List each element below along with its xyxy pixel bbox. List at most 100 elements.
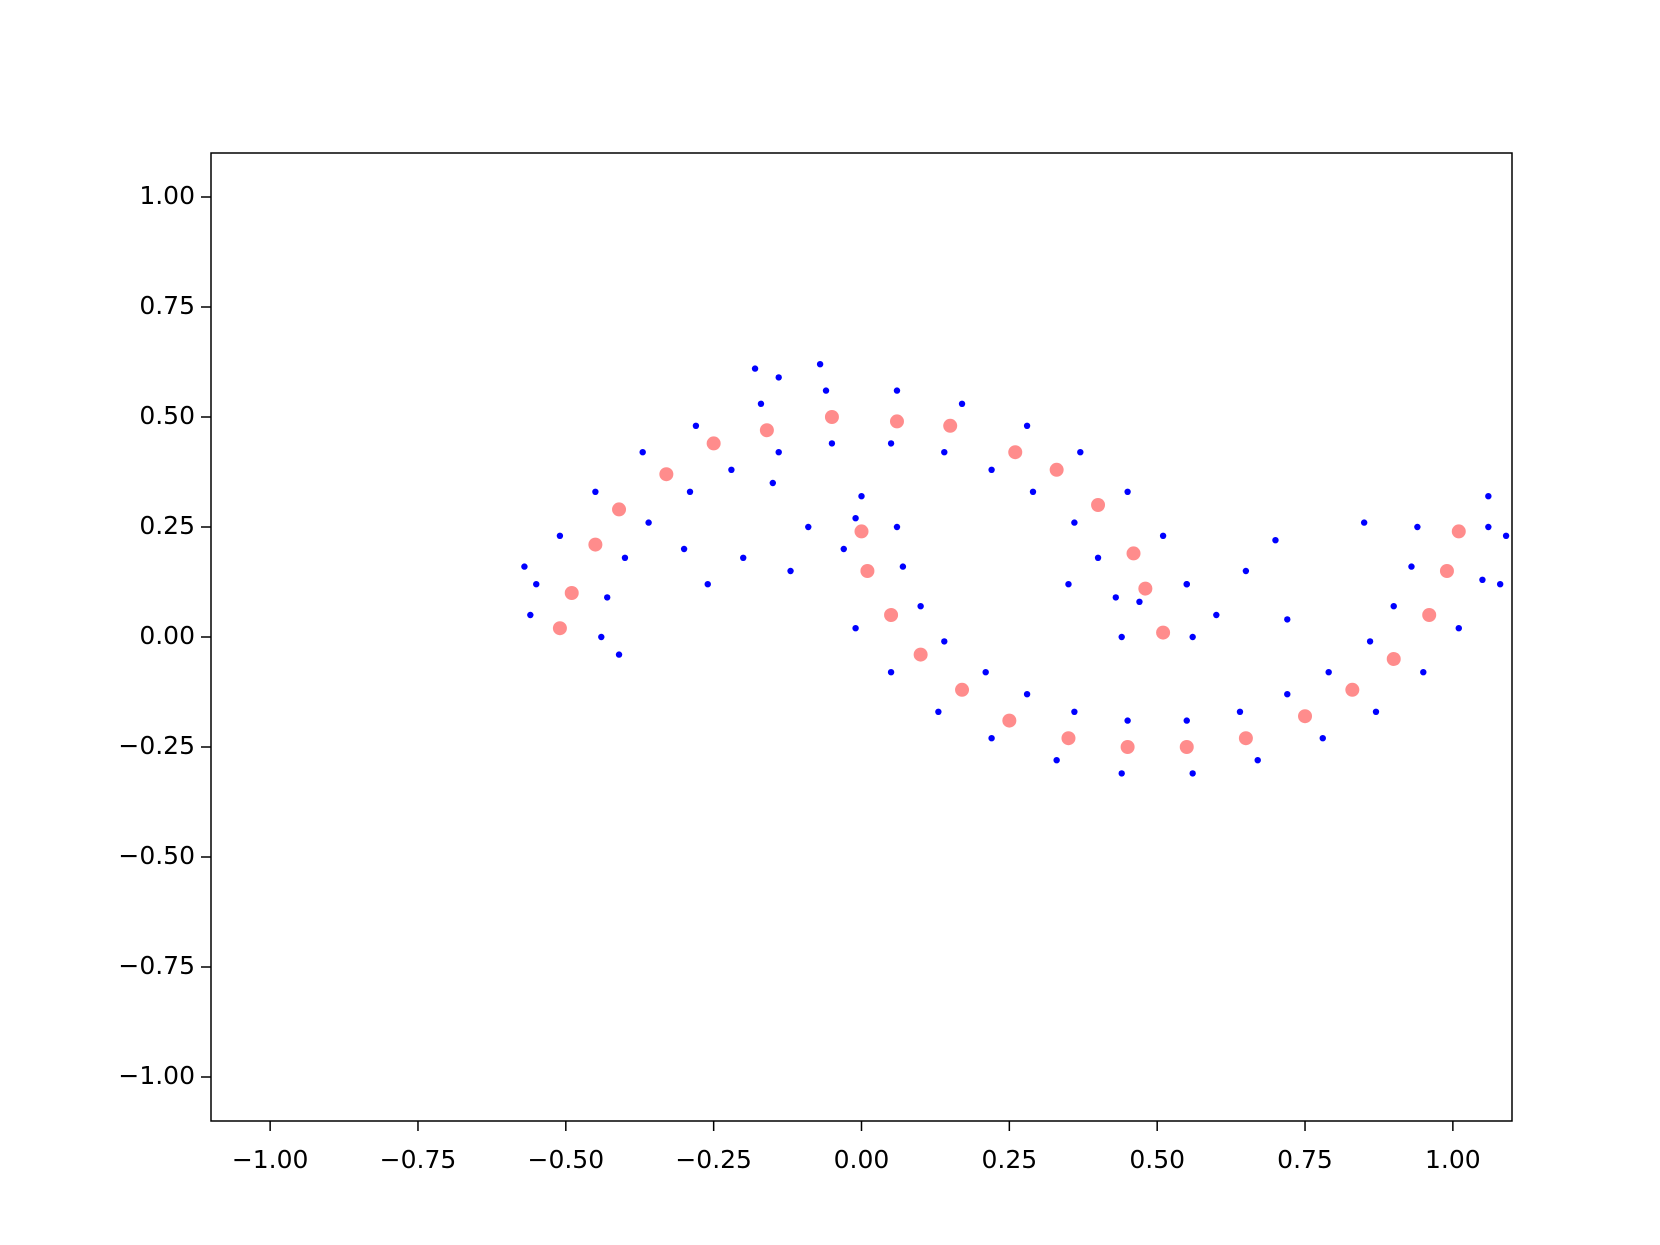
point [917,603,924,610]
point [988,466,995,473]
point [659,467,674,482]
x-tick-label: −1.00 [232,1145,309,1174]
y-tick-label: 0.25 [139,511,195,540]
point [887,669,895,676]
x-tick-label: −0.25 [675,1145,752,1174]
point [816,361,824,368]
point [1126,546,1141,561]
point [1284,616,1291,623]
point [1091,498,1106,512]
point [884,608,899,622]
point [787,567,794,575]
point [704,581,711,588]
point [1455,625,1462,632]
point [935,708,942,715]
point [1485,493,1492,500]
point [556,532,564,539]
point [604,594,611,601]
point [686,488,694,495]
point [1390,603,1397,610]
point [527,611,534,619]
point [941,449,948,456]
point [1238,731,1253,746]
point [592,488,599,495]
point [1213,611,1220,619]
point [852,625,859,632]
point [1414,523,1421,531]
point [1179,740,1194,754]
plot-frame [210,152,1513,1122]
point [612,502,627,517]
point [889,414,904,429]
point [1183,581,1190,588]
point [824,410,839,424]
point [1049,462,1064,477]
point [982,669,989,676]
point [1408,563,1415,570]
point [1366,638,1374,645]
point [828,440,836,447]
point [751,365,759,372]
point [1479,576,1486,583]
point [1325,669,1332,676]
point [588,537,603,552]
point [564,586,579,600]
point [913,647,928,662]
point [958,400,966,407]
x-tick-label: 0.25 [982,1145,1038,1174]
x-tick-label: 0.00 [834,1145,890,1174]
point [1124,717,1131,724]
point [1345,682,1360,697]
point [769,479,776,487]
point [1118,633,1125,641]
point [1023,422,1031,429]
point [1189,633,1196,641]
point [1118,770,1125,777]
point [552,621,567,636]
point [941,638,948,645]
point [621,554,629,561]
point [615,651,623,658]
x-tick-label: −0.50 [528,1145,605,1174]
point [1272,537,1279,544]
point [1360,519,1368,526]
point [639,449,646,456]
point [757,400,765,407]
point [1053,757,1060,764]
point [1420,669,1427,676]
point [1386,652,1401,666]
point [893,387,901,394]
point [1023,691,1031,698]
point [692,422,700,429]
point [854,524,869,539]
point [1112,594,1119,601]
point [1120,740,1135,754]
point [1284,691,1291,698]
point [1496,581,1504,588]
point [1298,709,1313,724]
point [1071,708,1078,715]
point [521,563,528,570]
x-tick-label: −0.75 [380,1145,457,1174]
point [858,493,865,500]
point [1008,445,1023,460]
point [598,633,605,641]
point [887,440,895,447]
point [955,682,970,697]
point [775,374,782,381]
point [1029,488,1037,495]
point [1189,770,1196,777]
point [775,449,782,456]
point [706,436,721,451]
point [1138,581,1153,596]
point [840,545,847,553]
point [805,523,812,531]
point [1502,532,1510,539]
y-tick-label: −0.75 [118,951,195,980]
point [1319,735,1326,742]
point [1159,532,1167,539]
point [728,466,735,473]
point [1136,598,1143,605]
point [1156,625,1171,640]
y-tick-label: 1.00 [139,181,195,210]
